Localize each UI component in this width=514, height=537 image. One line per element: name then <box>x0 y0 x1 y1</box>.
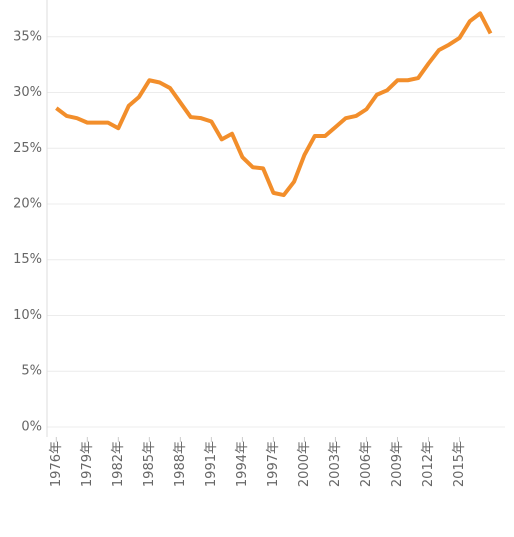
x-tick-label: 1991年 <box>204 441 219 487</box>
x-tick-label: 1988年 <box>173 441 188 487</box>
x-tick-label: 1979年 <box>80 441 95 487</box>
y-tick-label: 0% <box>21 419 42 434</box>
x-tick-label: 1982年 <box>111 441 126 487</box>
x-tick-label: 1976年 <box>49 441 64 487</box>
y-tick-label: 15% <box>13 252 42 267</box>
x-tick-label: 1985年 <box>142 441 157 487</box>
x-tick-label: 2003年 <box>328 441 343 487</box>
x-tick-label: 2015年 <box>452 441 467 487</box>
x-tick-label: 2009年 <box>390 441 405 487</box>
x-tick-label: 1997年 <box>266 441 281 487</box>
y-tick-label: 25% <box>13 141 42 156</box>
x-tick-label: 2000年 <box>297 441 312 487</box>
y-tick-label: 5% <box>21 364 42 379</box>
x-tick-label: 1994年 <box>235 441 250 487</box>
y-tick-label: 30% <box>13 85 42 100</box>
y-tick-label: 35% <box>13 29 42 44</box>
line <box>55 11 493 198</box>
x-tick-label: 2006年 <box>359 441 374 487</box>
x-tick-label: 2012年 <box>421 441 436 487</box>
y-tick-label: 10% <box>13 308 42 323</box>
y-tick-label: 20% <box>13 197 42 212</box>
